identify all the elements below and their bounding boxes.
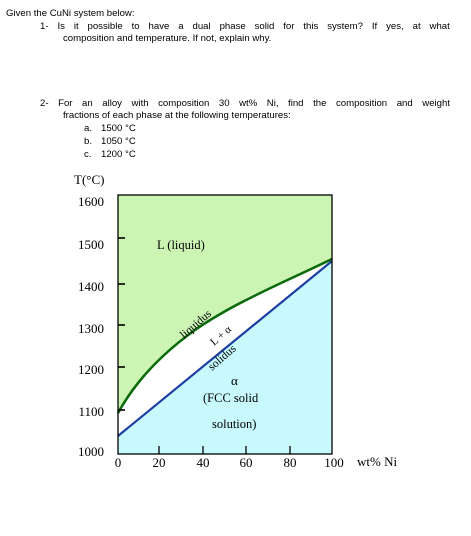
word: composition — [158, 98, 210, 109]
x-tick-marks — [158, 446, 291, 454]
x-tick-label: 20 — [153, 455, 166, 470]
question-1-line-1: 1- Is it possible to have a dual phase solid for th… — [40, 21, 450, 32]
item-marker: b. — [84, 136, 93, 147]
x-tick-label: 100 — [324, 455, 344, 470]
word: this — [303, 21, 319, 32]
question-2-item-a: a. 1500 °C — [84, 123, 136, 134]
x-tick-labels: 0 20 40 60 80 100 — [115, 455, 344, 470]
word: at — [412, 21, 421, 32]
question-1-line-2: composition and temperature. If not, exp… — [63, 33, 272, 44]
y-axis-label: T(°C) — [74, 172, 104, 187]
x-tick-label: 80 — [284, 455, 297, 470]
y-tick-label: 1100 — [78, 404, 104, 419]
item-marker: c. — [84, 149, 92, 160]
word: Is — [57, 21, 65, 32]
y-tick-label: 1500 — [78, 237, 104, 252]
word: For — [58, 98, 73, 109]
word: 30 — [218, 98, 230, 109]
intro-text: Given the CuNi system below: — [6, 8, 135, 19]
item-text: 1500 °C — [101, 123, 136, 134]
item-text: 1200 °C — [101, 149, 136, 160]
word: for — [283, 21, 295, 32]
y-tick-label: 1300 — [78, 321, 104, 336]
question-2-line-2: fractions of each phase at the following… — [63, 110, 291, 121]
liquidus-curve — [116, 257, 333, 414]
word: and — [396, 98, 413, 109]
x-tick-label: 0 — [115, 455, 122, 470]
word: solid — [254, 21, 275, 32]
word: it — [73, 21, 79, 32]
x-tick-label: 40 — [197, 455, 210, 470]
question-2-line-1: 2- For an alloy with composition 30 wt% Ni, find t… — [40, 98, 450, 109]
liquid-phase-label: L (liquid) — [157, 238, 205, 252]
word: wt% — [239, 98, 258, 109]
x-axis-label: wt% Ni — [357, 454, 397, 469]
y-tick-label: 1400 — [78, 279, 104, 294]
y-tick-marks — [118, 237, 125, 411]
alpha-phase-label: α — [231, 373, 238, 388]
word: 1- — [40, 21, 49, 32]
y-tick-label: 1000 — [78, 444, 104, 459]
word: 2- — [40, 98, 49, 109]
y-tick-label: 1600 — [78, 194, 104, 209]
fcc-solid-label-line-1: (FCC solid — [203, 391, 259, 405]
item-marker: a. — [84, 123, 93, 134]
word: yes, — [386, 21, 404, 32]
y-tick-labels: 1600 1500 1400 1300 1200 1100 1000 — [78, 194, 104, 459]
word: possible — [87, 21, 123, 32]
word: the — [313, 98, 327, 109]
liquid-region — [118, 195, 332, 413]
word: a — [178, 21, 184, 32]
fcc-solid-label-line-2: solution) — [212, 417, 256, 431]
item-text: 1050 °C — [101, 136, 136, 147]
question-2-item-c: c. 1200 °C — [84, 149, 136, 160]
x-tick-label: 60 — [240, 455, 253, 470]
y-tick-label: 1200 — [78, 362, 104, 377]
word: dual — [192, 21, 211, 32]
question-2-item-b: b. 1050 °C — [84, 136, 136, 147]
word: with — [131, 98, 149, 109]
solid-region — [118, 261, 332, 454]
word: an — [82, 98, 93, 109]
word: system? — [327, 21, 363, 32]
word: phase — [219, 21, 246, 32]
word: composition — [335, 98, 388, 109]
word: weight — [422, 98, 450, 109]
solidus-line — [117, 260, 333, 437]
word: Ni, — [266, 98, 279, 109]
word: have — [148, 21, 170, 32]
word: find — [288, 98, 304, 109]
word: what — [429, 21, 450, 32]
word: alloy — [102, 98, 122, 109]
word: to — [131, 21, 140, 32]
word: If — [371, 21, 378, 32]
